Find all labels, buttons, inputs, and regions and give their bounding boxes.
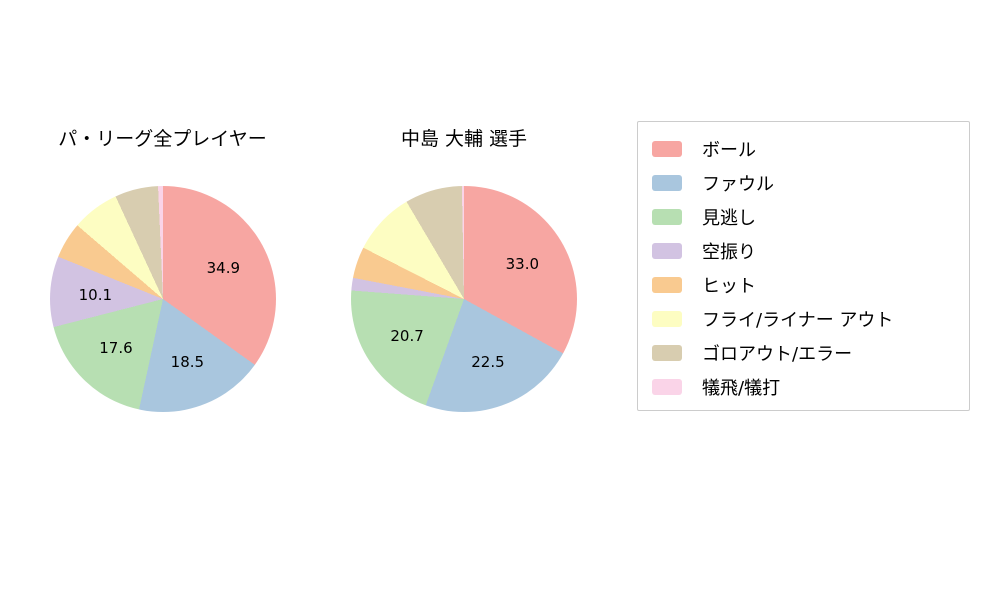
legend-swatch (652, 175, 682, 191)
legend-swatch (652, 277, 682, 293)
legend-swatch (652, 311, 682, 327)
pie-value-label: 34.9 (206, 259, 241, 278)
legend-item: ゴロアウト/エラー (652, 336, 969, 370)
legend-swatch (652, 379, 682, 395)
legend-label: ヒット (702, 276, 756, 297)
legend-label: 犠飛/犠打 (702, 378, 781, 399)
legend-label: ゴロアウト/エラー (702, 344, 853, 365)
pie-value-label: 17.6 (99, 338, 133, 357)
chart-title-player: 中島 大輔 選手 (400, 128, 528, 150)
pie-value-label: 20.7 (390, 326, 424, 345)
legend-label: 空振り (702, 242, 756, 263)
pie-value-label: 18.5 (170, 353, 205, 372)
pie-value-label: 10.1 (78, 285, 113, 304)
legend: ボールファウル見逃し空振りヒットフライ/ライナー アウト ゴロアウト/エラー 犠飛/… (637, 121, 970, 411)
legend-item: 見逃し (652, 200, 969, 234)
pie-chart-player: 33.0 22.5 20.7 (351, 186, 577, 412)
legend-swatch (652, 141, 682, 157)
chart-title-league: パ・リーグ全プレイヤー (58, 128, 267, 150)
legend-swatch (652, 345, 682, 361)
pie-value-label: 33.0 (505, 255, 540, 274)
legend-label: フライ/ライナー アウト (702, 310, 894, 331)
legend-item: 空振り (652, 234, 969, 268)
pie-value-label: 22.5 (471, 353, 505, 372)
legend-item: 犠飛/犠打 (652, 370, 969, 404)
legend-swatch (652, 243, 682, 259)
legend-swatch (652, 209, 682, 225)
legend-label: ボール (702, 140, 756, 161)
legend-label: 見逃し (702, 208, 756, 229)
legend-item: フライ/ライナー アウト (652, 302, 969, 336)
legend-item: ファウル (652, 166, 969, 200)
legend-item: ボール (652, 132, 969, 166)
legend-item: ヒット (652, 268, 969, 302)
legend-label: ファウル (702, 174, 774, 195)
pie-chart-league: 34.9 18.5 17.6 10.1 (50, 186, 276, 412)
